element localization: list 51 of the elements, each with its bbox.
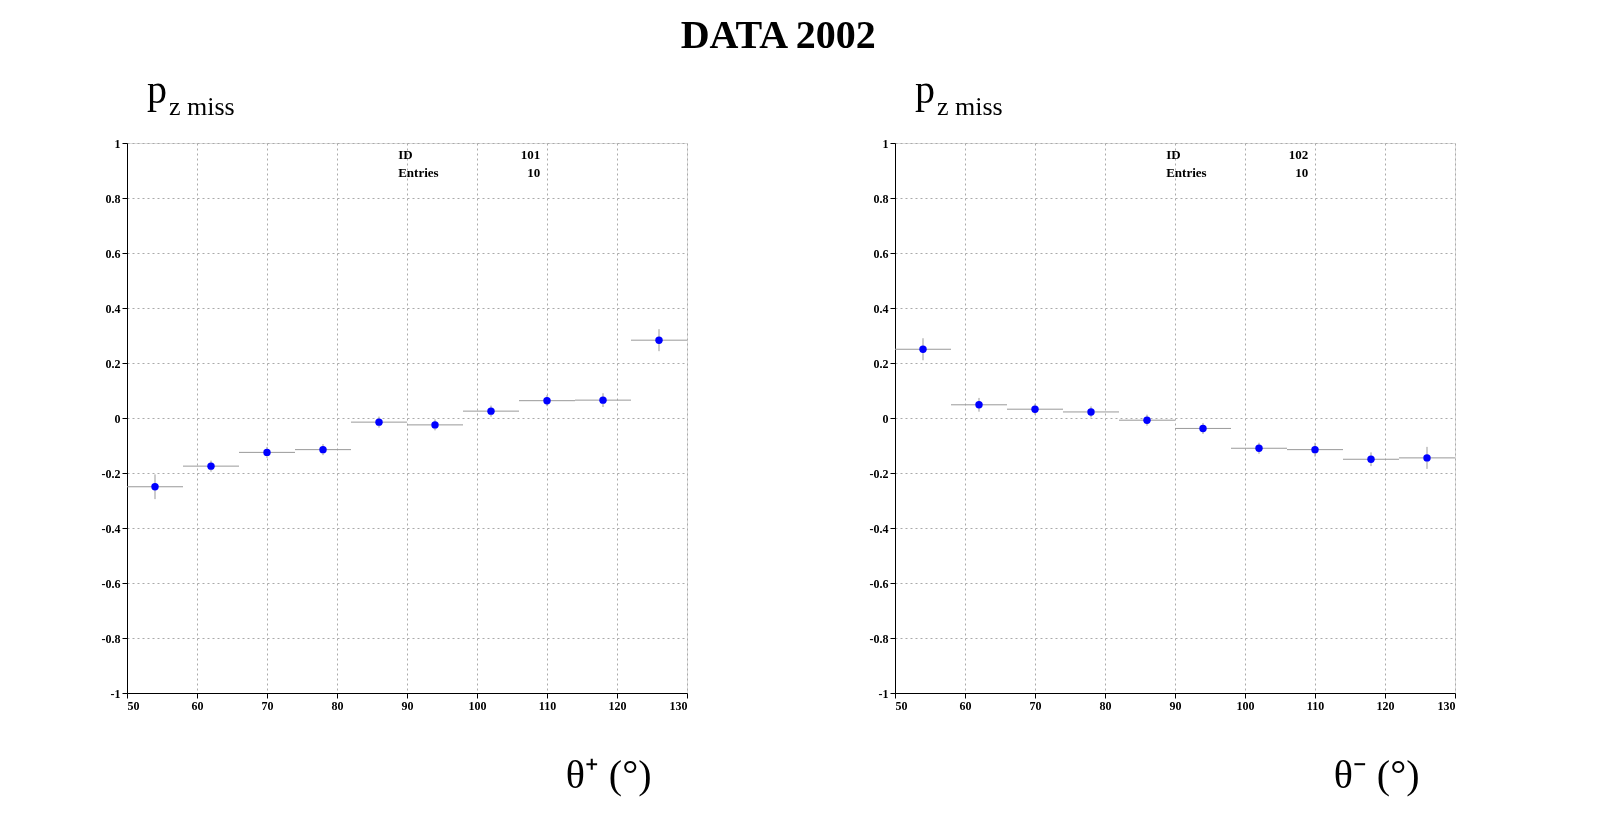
- y-tick-label: 0.8: [105, 191, 121, 206]
- y-tick-label: 0.2: [873, 356, 889, 371]
- annotation: 101: [520, 147, 541, 162]
- x-tick-label: 110: [538, 698, 557, 713]
- y-tick-label: 0.2: [105, 356, 121, 371]
- y-tick-label: -0.8: [869, 631, 889, 646]
- y-tick-label: 0.8: [873, 191, 889, 206]
- x-tick-label: 100: [1236, 698, 1255, 713]
- annotation: 10: [1295, 165, 1309, 180]
- x-tick-label: 130: [669, 698, 688, 713]
- x-tick-label: 50: [895, 698, 908, 713]
- y-tick-label: 1: [882, 136, 889, 151]
- x-tick-label: 60: [191, 698, 204, 713]
- x-axis-title: θ⁺ (°): [565, 752, 652, 797]
- x-tick-label: 70: [261, 698, 274, 713]
- y-tick-label: -0.8: [101, 631, 121, 646]
- x-tick-label: 110: [1306, 698, 1325, 713]
- x-tick-label: 50: [127, 698, 140, 713]
- y-tick-label: -0.2: [869, 466, 889, 481]
- x-tick-label: 90: [1169, 698, 1182, 713]
- x-tick-label: 90: [401, 698, 414, 713]
- y-tick-label: -0.4: [101, 521, 121, 536]
- y-tick-label: -0.6: [869, 576, 889, 591]
- y-tick-label: -0.6: [101, 576, 121, 591]
- y-tick-label: -1: [110, 686, 121, 701]
- x-tick-label: 130: [1437, 698, 1456, 713]
- x-tick-label: 100: [468, 698, 487, 713]
- y-tick-label: -1: [878, 686, 889, 701]
- x-tick-label: 80: [331, 698, 344, 713]
- x-tick-label: 120: [1376, 698, 1395, 713]
- x-tick-label: 60: [959, 698, 972, 713]
- annotation: Entries: [1166, 165, 1207, 180]
- y-tick-label: 0.4: [873, 301, 889, 316]
- x-tick-label: 70: [1029, 698, 1042, 713]
- annotation: Entries: [398, 165, 439, 180]
- x-axis-title: θ⁻ (°): [1333, 752, 1420, 797]
- annotation: ID: [398, 147, 413, 162]
- y-tick-label: 0.4: [105, 301, 121, 316]
- y-tick-label: 0: [114, 411, 121, 426]
- x-tick-label: 120: [608, 698, 627, 713]
- y-tick-label: -0.2: [101, 466, 121, 481]
- x-tick-label: 80: [1099, 698, 1112, 713]
- y-tick-label: 0.6: [873, 246, 889, 261]
- y-tick-label: 0: [882, 411, 889, 426]
- text: DATA 2002: [680, 11, 876, 57]
- annotation: ID: [1166, 147, 1181, 162]
- y-tick-label: 1: [114, 136, 121, 151]
- y-tick-label: -0.4: [869, 521, 889, 536]
- annotation: 102: [1288, 147, 1309, 162]
- annotation: 10: [527, 165, 541, 180]
- y-tick-label: 0.6: [105, 246, 121, 261]
